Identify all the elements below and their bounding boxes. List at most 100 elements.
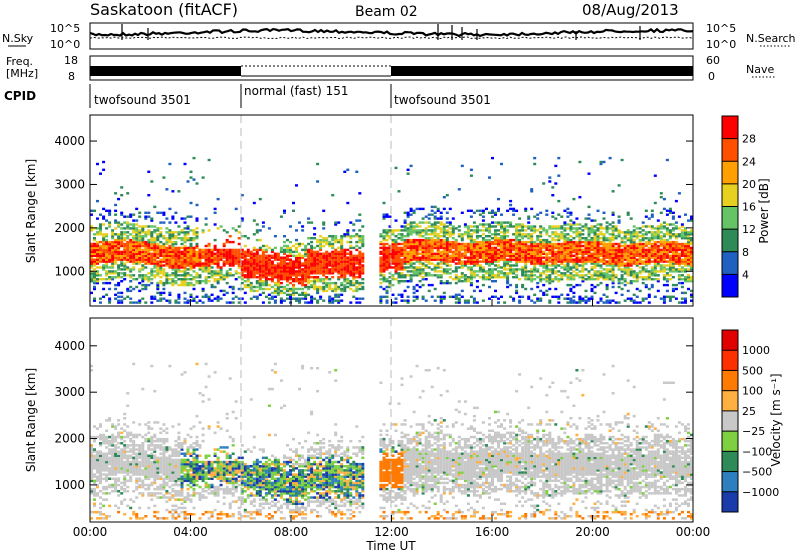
power-cells-cell	[491, 248, 494, 252]
power-cells-cell	[397, 264, 401, 267]
power-cells-cell	[177, 258, 181, 261]
power-cells-cell	[548, 248, 552, 252]
power-cells-cell	[198, 299, 202, 302]
power-cells-cell	[533, 162, 537, 166]
power-cells-cell	[147, 250, 151, 254]
power-cells-cell	[177, 233, 181, 236]
power-cells-cell	[171, 258, 175, 261]
power-cells-cell	[548, 301, 552, 304]
power-cells-cell	[587, 242, 591, 246]
power-cells-cell	[436, 262, 440, 265]
power-cells-cell	[641, 225, 645, 228]
power-cells-cell	[328, 272, 332, 275]
power-cells-cell	[466, 299, 470, 302]
power-cells-cell	[530, 238, 534, 242]
power-cells-cell	[198, 266, 202, 269]
power-cells-cell	[343, 270, 347, 273]
power-cells-cell	[512, 225, 516, 228]
power-cells-cell	[355, 240, 359, 244]
power-cells-cell	[656, 278, 660, 281]
power-cells-cell	[503, 229, 507, 232]
power-cells-cell	[93, 276, 96, 279]
power-cells-cell	[192, 250, 196, 254]
cpid-row: CPID twofsound 3501 normal (fast) 151 tw…	[4, 84, 491, 108]
power-cells-cell	[273, 272, 277, 275]
power-cells-cell	[497, 244, 500, 248]
power-cells-cell	[593, 238, 597, 242]
power-cells-cell	[656, 256, 660, 259]
power-cells-cell	[515, 256, 519, 259]
power-cells-cell	[433, 274, 437, 277]
power-cells-cell	[258, 293, 262, 296]
power-cells-cell	[123, 297, 127, 300]
power-cells-cell	[325, 237, 329, 240]
power-cells-cell	[301, 281, 305, 285]
power-cells-cell	[397, 272, 401, 275]
power-cells-cell	[572, 270, 576, 273]
power-cells-cell	[298, 252, 301, 255]
power-cells-cell	[421, 221, 425, 224]
power-cells-cell	[584, 223, 588, 226]
power-cells-cell	[126, 254, 130, 257]
power-cells-cell	[472, 264, 476, 267]
power-cells-cell	[316, 264, 320, 267]
power-cells-cell	[578, 246, 582, 250]
power-cells-cell	[286, 244, 289, 248]
power-cells-cell	[644, 270, 648, 273]
power-cells-cell	[99, 213, 102, 216]
power-cells-cell	[334, 295, 338, 298]
power-cells-cell	[662, 246, 666, 250]
power-cells-cell	[168, 278, 172, 281]
power-cells-cell	[503, 227, 507, 230]
power-cells-cell	[644, 252, 648, 255]
power-cells-cell	[677, 258, 681, 261]
power-cells-cell	[439, 299, 443, 302]
power-cells-cell	[355, 219, 359, 222]
power-cells-cell	[180, 274, 184, 277]
power-cells-cell	[234, 256, 238, 259]
power-cells-cell	[183, 256, 187, 259]
power-cells-cell	[478, 270, 482, 273]
power-cells-cell	[183, 278, 187, 281]
power-cells-cell	[261, 274, 265, 277]
power-cells-cell	[159, 270, 163, 273]
power-cells-cell	[581, 270, 585, 273]
power-cells-cell	[264, 272, 268, 275]
power-cells-cell	[433, 231, 437, 234]
power-cells-cell	[572, 258, 576, 261]
power-cells-cell	[530, 278, 534, 281]
power-cells-cell	[102, 258, 106, 261]
power-cells-cell	[518, 299, 522, 302]
power-cells-cell	[590, 244, 594, 248]
power-cells-cell	[684, 258, 687, 261]
power-cells-cell	[584, 299, 588, 302]
power-cells-cell	[521, 258, 525, 261]
power-cells-cell	[156, 283, 160, 287]
power-cells-cell	[635, 235, 639, 238]
power-cells-cell	[406, 295, 410, 298]
power-cells-cell	[584, 278, 588, 281]
power-cells-cell	[503, 238, 507, 242]
power-cells-cell	[129, 301, 133, 304]
power-cells-cell	[198, 250, 202, 254]
power-cells-cell	[255, 266, 259, 269]
power-cells-cell	[301, 268, 305, 271]
power-cells-cell	[439, 215, 443, 218]
power-cells-cell	[132, 252, 136, 255]
power-cells-cell	[433, 227, 437, 230]
power-cells-cell	[647, 242, 651, 246]
power-axes-ytick-label-3: 4000	[54, 134, 85, 148]
power-cells-cell	[445, 280, 449, 283]
power-cells-cell	[355, 272, 359, 275]
power-cells-cell	[545, 276, 549, 279]
power-cells-cell	[132, 260, 136, 263]
power-cells-cell	[337, 295, 341, 298]
power-cells-cell	[267, 268, 271, 271]
power-cells-cell	[430, 252, 434, 255]
power-cells-cell	[478, 209, 482, 212]
power-cells-cell	[506, 260, 510, 263]
power-cells-cell	[424, 238, 428, 242]
power-cells-cell	[469, 248, 473, 252]
power-cells-cell	[201, 264, 205, 267]
power-cells-cell	[213, 256, 217, 259]
